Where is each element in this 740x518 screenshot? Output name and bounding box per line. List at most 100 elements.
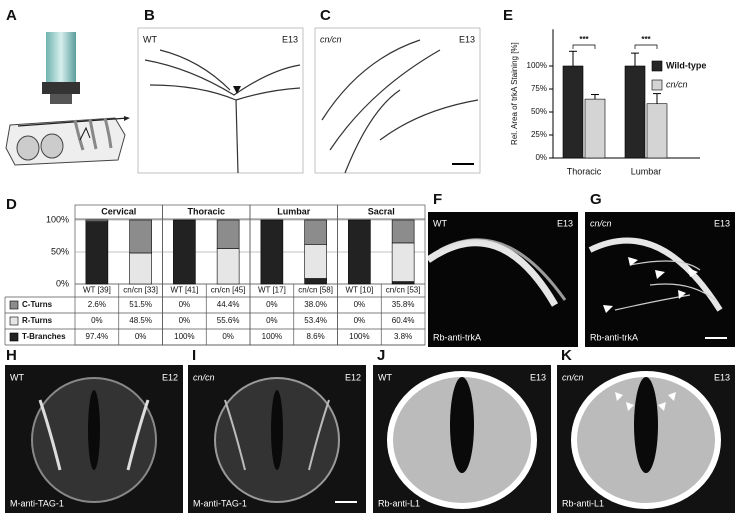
bar [624,65,646,159]
micrograph: WT E13 Rb-anti-trkA [426,212,578,347]
y-tick-label: 75% [531,84,547,93]
value-label: 44.4% [217,300,240,309]
y-tick-label: 100% [527,61,547,70]
bar-segment [304,278,327,285]
value-label: 48.5% [129,316,152,325]
antibody-label: Rb-anti-L1 [378,498,420,508]
value-label: 3.8% [394,332,412,341]
bar-segment [304,244,327,279]
condition-label: WT [10,372,24,382]
condition-label: WT [433,218,447,228]
value-label: 0% [222,332,234,341]
bar-segment [216,248,240,285]
micrograph: WT E12 M-anti-TAG-1 [5,365,183,513]
schematic [5,32,130,166]
micrograph: cn/cn E13 Rb-anti-L1 [557,365,735,513]
bar-segment [85,221,109,285]
bar-segment [304,219,327,245]
y-tick-label: 0% [56,278,69,288]
micrograph: cn/cn E12 M-anti-TAG-1 [188,365,366,513]
legend-swatch [651,79,663,91]
stage-label: E13 [459,34,475,44]
stage-label: E13 [282,34,298,44]
condition-label: cn/cn [193,372,215,382]
x-tick-label: WT [10] [345,286,373,295]
panel-letter: B [144,7,155,24]
group-label: Cervical [101,206,136,216]
value-label: 53.4% [304,316,327,325]
value-label: 0% [135,332,147,341]
x-tick-label: Lumbar [631,166,662,176]
error-bar [653,93,661,104]
panel-letter: J [377,347,385,364]
value-label: 35.8% [392,300,415,309]
value-label: 0% [179,316,191,325]
error-bar [569,50,577,66]
condition-label: cn/cn [590,218,612,228]
legend-label: Wild-type [666,60,706,70]
micrograph: WT E13 [137,27,304,174]
y-tick-label: 0% [535,153,547,162]
significance-label: *** [579,35,589,44]
value-label: 100% [262,332,282,341]
value-label: 100% [349,332,369,341]
value-label: 60.4% [392,316,415,325]
bar-segment [260,219,284,285]
x-tick-label: cn/cn [45] [211,286,246,295]
legend-swatch [9,300,19,310]
stage-label: E13 [530,372,546,382]
stage-label: E13 [714,218,730,228]
group-label: Sacral [368,206,395,216]
stage-label: E13 [714,372,730,382]
value-label: 0% [179,300,191,309]
panel-letter: E [503,7,513,24]
condition-label: cn/cn [562,372,584,382]
x-tick-label: WT [17] [258,286,286,295]
panel-letter: C [320,7,331,24]
error-bar [591,94,599,100]
panel-letter: I [192,347,196,364]
value-label: 51.5% [129,300,152,309]
x-tick-label: Thoracic [567,166,602,176]
legend-label: cn/cn [666,79,688,89]
antibody-label: Rb-anti-trkA [433,332,481,342]
significance-bracket [572,44,596,49]
bar-segment [391,281,415,285]
value-label: 0% [354,300,366,309]
micrograph: cn/cn E13 [314,27,481,174]
micrograph: cn/cn E13 Rb-anti-trkA [585,212,735,347]
value-label: 2.6% [88,300,106,309]
panel-letter: A [6,7,17,24]
bar-segment [129,252,152,285]
significance-label: *** [641,35,651,44]
row-label: R-Turns [22,316,53,325]
y-tick-label: 50% [51,246,69,256]
value-label: 38.0% [304,300,327,309]
legend-swatch [9,316,19,326]
bar-segment [85,219,109,222]
value-label: 97.4% [86,332,109,341]
value-label: 0% [91,316,103,325]
bar-segment [348,219,371,285]
group-label: Lumbar [277,206,311,216]
y-tick-label: 50% [531,107,547,116]
antibody-label: Rb-anti-L1 [562,498,604,508]
legend-swatch [651,60,663,72]
y-tick-label: 25% [531,130,547,139]
x-tick-label: cn/cn [58] [298,286,333,295]
bar [646,103,668,159]
value-label: 0% [266,300,278,309]
antibody-label: Rb-anti-trkA [590,332,638,342]
value-label: 0% [266,316,278,325]
stage-label: E13 [557,218,573,228]
x-tick-label: WT [39] [83,286,111,295]
condition-label: WT [143,34,157,44]
panel-letter: H [6,347,17,364]
bar-segment [173,219,196,285]
bar-segment [216,219,240,249]
x-tick-label: cn/cn [33] [123,286,158,295]
panel-letter: G [590,191,602,208]
stage-label: E12 [162,372,178,382]
antibody-label: M-anti-TAG-1 [10,498,64,508]
